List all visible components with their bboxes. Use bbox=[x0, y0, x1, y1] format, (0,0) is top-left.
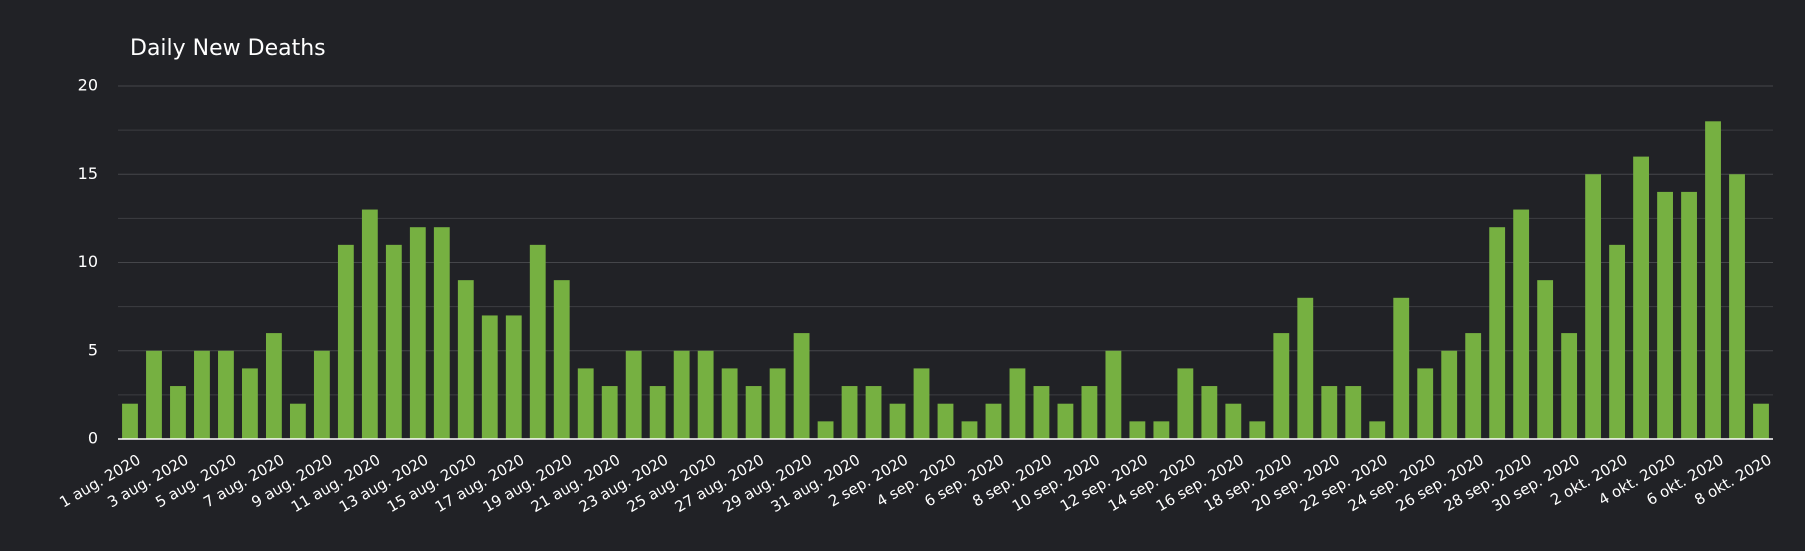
bar bbox=[913, 368, 930, 439]
bar bbox=[1369, 421, 1386, 439]
bar bbox=[1393, 297, 1410, 439]
bar bbox=[1537, 280, 1554, 439]
bar bbox=[1129, 421, 1146, 439]
bar bbox=[1153, 421, 1170, 439]
y-tick-label: 15 bbox=[78, 164, 98, 183]
bar bbox=[1249, 421, 1266, 439]
bar bbox=[961, 421, 978, 439]
bar bbox=[553, 280, 570, 439]
bar bbox=[721, 368, 738, 439]
bar bbox=[1729, 174, 1745, 439]
bar bbox=[529, 244, 546, 439]
bar bbox=[865, 386, 882, 439]
bar bbox=[457, 280, 474, 439]
bar bbox=[218, 350, 234, 439]
bar bbox=[313, 350, 330, 439]
bar bbox=[1609, 244, 1626, 439]
bar bbox=[337, 244, 354, 439]
bar bbox=[1057, 403, 1074, 439]
bar bbox=[841, 386, 858, 439]
bar bbox=[1633, 156, 1649, 439]
bar bbox=[889, 403, 906, 439]
y-tick-label: 20 bbox=[78, 76, 98, 95]
bar bbox=[1321, 386, 1338, 439]
bar bbox=[769, 368, 786, 439]
bar bbox=[1753, 403, 1769, 439]
bar bbox=[649, 386, 666, 439]
bar bbox=[1585, 174, 1602, 439]
bar bbox=[1345, 386, 1362, 439]
bar bbox=[1177, 368, 1194, 439]
bar bbox=[433, 227, 450, 439]
bar bbox=[1009, 368, 1026, 439]
bar bbox=[122, 403, 138, 439]
bar bbox=[1081, 386, 1098, 439]
bar bbox=[1513, 209, 1530, 439]
bar bbox=[194, 350, 210, 439]
bar bbox=[1657, 191, 1673, 439]
bar bbox=[289, 403, 306, 439]
bar bbox=[601, 386, 618, 439]
bar bbox=[577, 368, 594, 439]
bar bbox=[361, 209, 378, 439]
bar bbox=[985, 403, 1002, 439]
bar bbox=[1681, 191, 1697, 439]
bar bbox=[817, 421, 834, 439]
bar bbox=[481, 315, 498, 439]
bar bbox=[1705, 121, 1721, 440]
bar bbox=[1417, 368, 1434, 439]
bar bbox=[1297, 297, 1314, 439]
bar bbox=[697, 350, 714, 439]
bar bbox=[1033, 386, 1050, 439]
bar bbox=[1225, 403, 1242, 439]
y-tick-label: 0 bbox=[88, 429, 98, 448]
bar bbox=[1561, 333, 1578, 439]
bar bbox=[937, 403, 954, 439]
bar bbox=[793, 333, 810, 439]
bar bbox=[625, 350, 642, 439]
bar bbox=[505, 315, 522, 439]
bar bbox=[1273, 333, 1290, 439]
bar bbox=[1105, 350, 1122, 439]
bar bbox=[1201, 386, 1218, 439]
bar bbox=[1465, 333, 1482, 439]
bar bbox=[409, 227, 426, 439]
bar bbox=[170, 386, 186, 439]
bar bbox=[385, 244, 402, 439]
bar bbox=[745, 386, 762, 439]
y-tick-label: 5 bbox=[88, 340, 98, 359]
bar bbox=[242, 368, 258, 439]
chart-title: Daily New Deaths bbox=[130, 36, 326, 61]
y-tick-label: 10 bbox=[78, 252, 98, 271]
bar bbox=[265, 333, 282, 439]
bar bbox=[146, 350, 162, 439]
bar bbox=[1489, 227, 1506, 439]
bar bbox=[673, 350, 690, 439]
bar bbox=[1441, 350, 1458, 439]
